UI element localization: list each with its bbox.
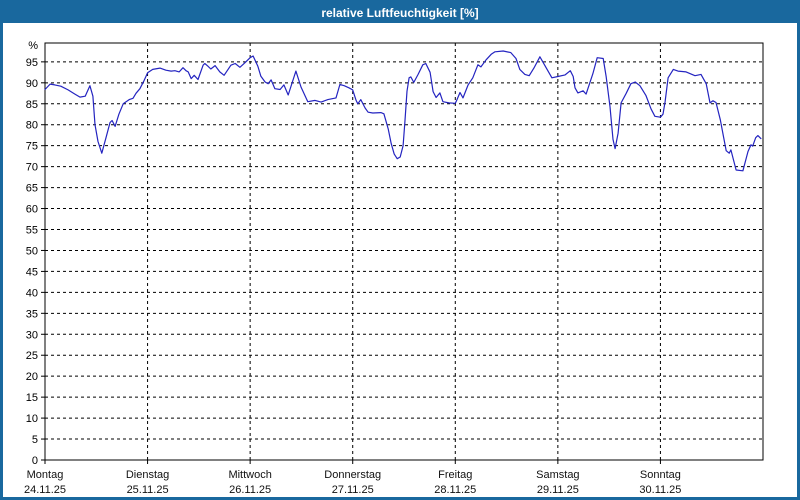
svg-text:80: 80 xyxy=(26,120,38,132)
svg-text:15: 15 xyxy=(26,392,38,404)
svg-text:26.11.25: 26.11.25 xyxy=(229,484,271,496)
svg-text:25.11.25: 25.11.25 xyxy=(127,484,169,496)
y-axis-labels: 0 5 10 15 20 25 30 35 40 45 50 55 60 65 70 75 80 85 90 95% xyxy=(26,40,45,467)
svg-text:Dienstag: Dienstag xyxy=(126,469,169,481)
svg-text:20: 20 xyxy=(26,371,38,383)
svg-text:30.11.25: 30.11.25 xyxy=(639,484,681,496)
svg-text:45: 45 xyxy=(26,266,38,278)
svg-text:65: 65 xyxy=(26,183,38,195)
window-title: relative Luftfeuchtigkeit [%] xyxy=(321,6,479,20)
x-axis-labels: Montag 24.11.25 Dienstag 25.11.25 Mittwoch 26… xyxy=(24,460,681,496)
svg-text:25: 25 xyxy=(26,350,38,362)
window-titlebar[interactable]: relative Luftfeuchtigkeit [%] xyxy=(3,3,797,23)
chart-background xyxy=(3,23,797,497)
svg-text:50: 50 xyxy=(26,245,38,257)
svg-text:55: 55 xyxy=(26,224,38,236)
svg-text:28.11.25: 28.11.25 xyxy=(434,484,476,496)
humidity-chart: 0 5 10 15 20 25 30 35 40 45 50 55 60 65 70 75 80 85 90 95% M… xyxy=(3,23,797,497)
svg-text:27.11.25: 27.11.25 xyxy=(332,484,374,496)
svg-text:Samstag: Samstag xyxy=(536,469,579,481)
svg-text:30: 30 xyxy=(26,329,38,341)
svg-text:Mittwoch: Mittwoch xyxy=(228,469,271,481)
svg-text:75: 75 xyxy=(26,141,38,153)
svg-text:Montag: Montag xyxy=(27,469,64,481)
svg-text:Sonntag: Sonntag xyxy=(640,469,681,481)
svg-text:Freitag: Freitag xyxy=(438,469,472,481)
svg-text:0: 0 xyxy=(32,455,38,467)
svg-text:Donnerstag: Donnerstag xyxy=(324,469,381,481)
svg-text:24.11.25: 24.11.25 xyxy=(24,484,66,496)
humidity-line-chart: 0 5 10 15 20 25 30 35 40 45 50 55 60 65 70 75 80 85 90 95% M… xyxy=(3,23,797,497)
svg-text:29.11.25: 29.11.25 xyxy=(537,484,579,496)
svg-text:70: 70 xyxy=(26,162,38,174)
y-axis-unit-label: % xyxy=(28,40,38,52)
svg-text:95: 95 xyxy=(26,57,38,69)
svg-text:10: 10 xyxy=(26,413,38,425)
svg-text:85: 85 xyxy=(26,99,38,111)
svg-text:40: 40 xyxy=(26,287,38,299)
plot-border xyxy=(44,42,764,461)
svg-text:35: 35 xyxy=(26,308,38,320)
svg-text:60: 60 xyxy=(26,204,38,216)
svg-text:5: 5 xyxy=(32,434,38,446)
humidity-series-line xyxy=(44,50,762,172)
svg-text:90: 90 xyxy=(26,78,38,90)
